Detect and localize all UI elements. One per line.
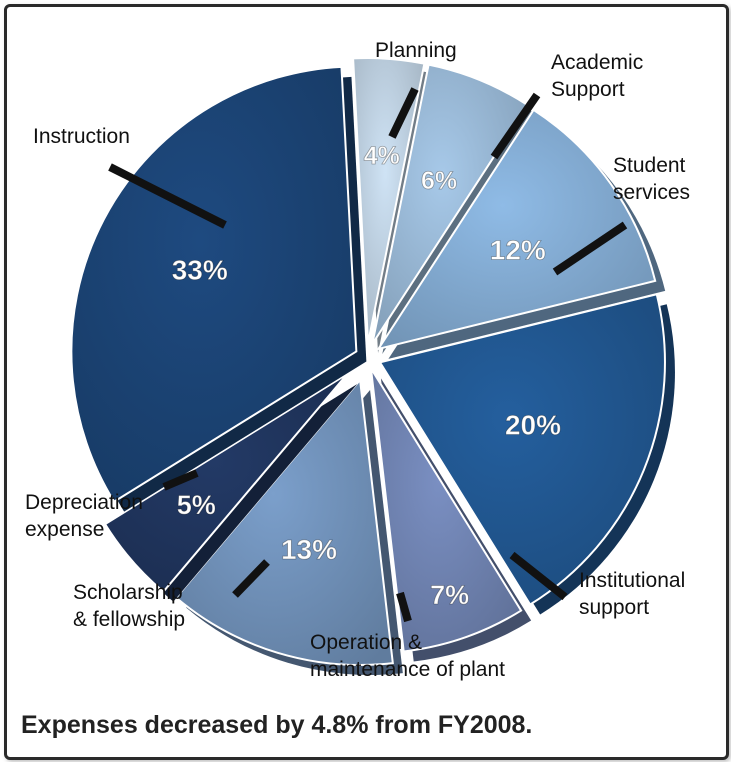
pie-chart: 4% Planning 6% Academic Support 12% Student ser… xyxy=(7,7,726,707)
slice-percent-label: 13% xyxy=(281,534,337,565)
slice-category-label: Institutional support xyxy=(579,569,685,619)
slice-percent-label: 5% xyxy=(177,490,216,520)
slice-percent-label: 12% xyxy=(490,235,546,266)
slice-category-label: Planning xyxy=(375,39,457,62)
slice-percent-label: 6% xyxy=(421,167,457,195)
slice-category-label: Academic Support xyxy=(551,51,643,101)
chart-caption: Expenses decreased by 4.8% from FY2008. xyxy=(21,711,532,740)
chart-frame: 4% Planning 6% Academic Support 12% Student ser… xyxy=(4,4,729,760)
slice-percent-label: 33% xyxy=(172,254,228,285)
slice-category-label: Student services xyxy=(613,154,690,204)
slice-category-label: Instruction xyxy=(33,125,130,148)
slice-percent-label: 7% xyxy=(430,580,469,610)
slice-percent-label: 20% xyxy=(505,410,561,441)
slice-percent-label: 4% xyxy=(364,142,400,170)
slice-category-label: Scholarship & fellowship xyxy=(73,581,185,631)
